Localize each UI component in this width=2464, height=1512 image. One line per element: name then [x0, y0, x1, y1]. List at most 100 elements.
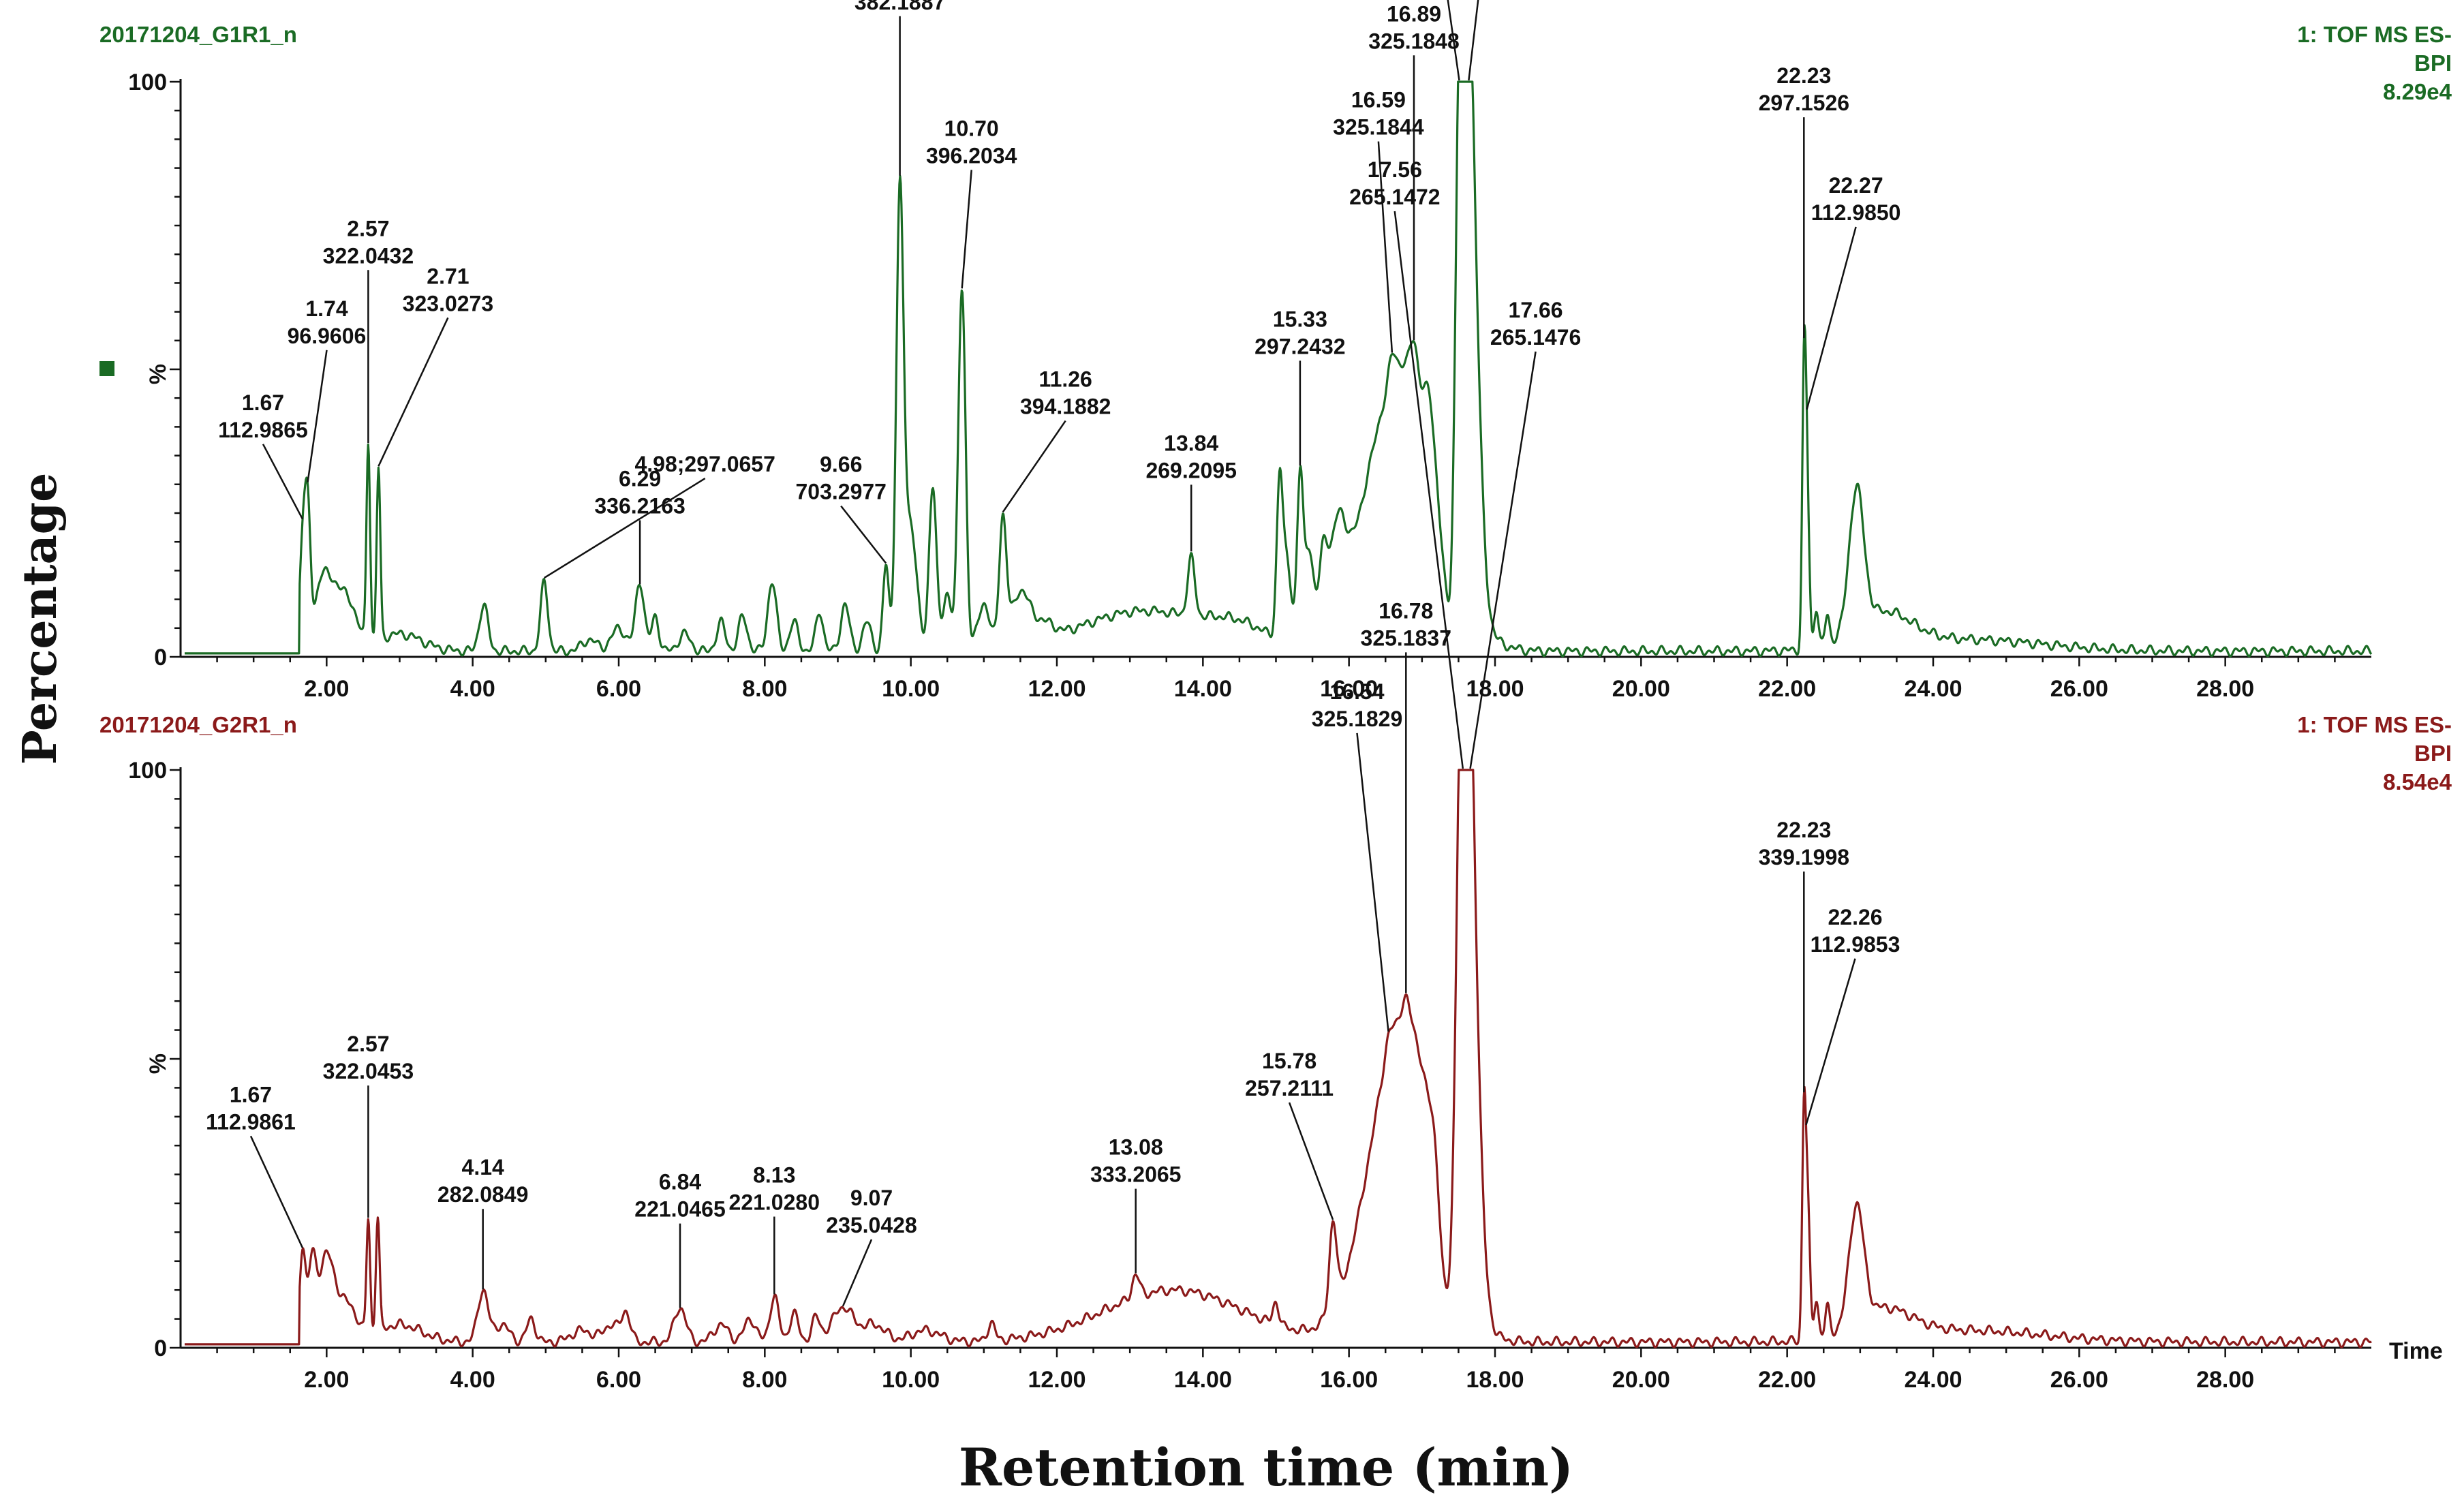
- detector-label-line1: 1: TOF MS ES-: [2297, 22, 2452, 47]
- peak-label: 16.78 325.1837: [1361, 598, 1451, 650]
- peak-label-line: 112.9850: [1811, 200, 1901, 225]
- x-tick-label: 16.00: [1320, 676, 1378, 702]
- peak-label-line: 325.1829: [1312, 707, 1402, 731]
- x-tick-label: 12.00: [1028, 1367, 1085, 1393]
- peak-label-line: 333.2065: [1090, 1162, 1181, 1187]
- peak-label-line: 16.54: [1329, 679, 1384, 704]
- peak-leader-line: [1806, 226, 1857, 410]
- peak-label: 15.33 297.2432: [1254, 307, 1345, 358]
- peak-label-line: 17.66: [1509, 298, 1563, 322]
- peak-label-line: 1.74: [305, 296, 348, 321]
- peak-label-line: 112.9861: [206, 1109, 296, 1134]
- time-axis-label: Time: [2389, 1338, 2443, 1364]
- chromatogram-trace: [184, 80, 2373, 658]
- peak-label-line: 4.14: [462, 1155, 504, 1179]
- x-tick-label: 20.00: [1612, 1367, 1670, 1393]
- y-percent-symbol: %: [145, 364, 171, 384]
- x-tick-label: 10.00: [882, 1367, 940, 1393]
- peak-label-line: 96.9606: [288, 324, 367, 348]
- x-tick-label: 20.00: [1612, 676, 1670, 702]
- x-axis-label: Retention time (min): [959, 1437, 1573, 1498]
- sample-name: 20171204_G2R1_n: [99, 712, 297, 737]
- peak-label-line: 11.26: [1039, 367, 1092, 392]
- peak-label-line: 325.1848: [1368, 29, 1459, 53]
- y-percent-symbol: %: [145, 1053, 171, 1074]
- peak-leader-line: [1377, 141, 1393, 353]
- x-tick-label: 18.00: [1466, 1367, 1524, 1393]
- peak-label-line: 339.1998: [1759, 845, 1849, 869]
- x-tick-label: 2.00: [304, 676, 349, 702]
- peak-label-line: 16.59: [1351, 88, 1406, 112]
- peak-label: 16.89 325.1848: [1368, 1, 1459, 53]
- peak-label: 16.59 325.1844: [1333, 88, 1424, 140]
- sample-name: 20171204_G1R1_n: [99, 22, 297, 47]
- peak-leader-line: [1002, 420, 1066, 513]
- x-tick-label: 22.00: [1758, 676, 1816, 702]
- x-tick-label: 24.00: [1904, 676, 1962, 702]
- x-tick-label: 2.00: [304, 1367, 349, 1393]
- peak-label-line: 394.1882: [1020, 395, 1111, 419]
- peak-label: 9.66 703.2977: [795, 452, 886, 504]
- detector-label-line2: BPI: [2414, 50, 2452, 76]
- x-tick-label: 12.00: [1028, 676, 1085, 702]
- peak-label-line: 10.70: [944, 116, 999, 140]
- peak-leader-line: [249, 1135, 304, 1248]
- x-tick-label: 6.00: [596, 676, 641, 702]
- x-tick-label: 16.00: [1320, 1367, 1378, 1393]
- peak-leader-line: [1393, 211, 1464, 769]
- peak-label: 6.29 336.2163: [594, 466, 685, 518]
- peak-label: 1.74 96.9606: [288, 296, 367, 348]
- peak-label-line: 22.27: [1829, 173, 1883, 198]
- peak-leader-line: [1288, 1102, 1334, 1220]
- chromatogram-panel-g2r1: 20171204_G2R1_n 1: TOF MS ES- BPI 8.54e4…: [99, 157, 2452, 1393]
- x-tick-label: 28.00: [2196, 676, 2254, 702]
- peak-label: 8.13 221.0280: [729, 1162, 820, 1214]
- max-intensity: 8.29e4: [2383, 79, 2452, 104]
- peak-leader-line: [1805, 958, 1856, 1126]
- peak-label-line: 112.9865: [218, 418, 308, 442]
- peak-label-line: 221.0280: [729, 1190, 820, 1214]
- x-tick-label: 26.00: [2050, 1367, 2108, 1393]
- peak-label: 9.85382.1887: [854, 0, 945, 14]
- peak-label: 9.07 235.0428: [826, 1186, 917, 1237]
- x-tick-label: 4.00: [450, 676, 495, 702]
- peak-label: 22.23 339.1998: [1759, 818, 1849, 869]
- peak-label-line: 16.78: [1379, 598, 1433, 623]
- peak-label-line: 22.23: [1776, 818, 1831, 842]
- y-axis-label: Percentage: [13, 473, 67, 765]
- peak-label: 16.54 325.1829: [1312, 679, 1402, 731]
- peak-label-line: 17.56: [1368, 157, 1422, 182]
- peak-leader-line: [840, 505, 887, 564]
- peak-label: 2.57 322.0432: [323, 216, 414, 268]
- x-tick-label: 22.00: [1758, 1367, 1816, 1393]
- peak-label-line: 221.0465: [634, 1197, 725, 1222]
- chromatogram-trace: [184, 769, 2372, 1348]
- x-tick-label: 6.00: [596, 1367, 641, 1393]
- peak-label-line: 297.2432: [1254, 334, 1345, 358]
- y-tick-label-100: 100: [128, 70, 167, 95]
- y-tick-label-100: 100: [128, 758, 167, 784]
- x-tick-label: 8.00: [742, 676, 787, 702]
- x-tick-label: 10.00: [882, 676, 940, 702]
- peak-label: 22.26 112.9853: [1811, 905, 1900, 957]
- peak-label: 4.14 282.0849: [437, 1155, 528, 1207]
- peak-label-line: 9.66: [820, 452, 862, 477]
- peak-label-line: 265.1472: [1349, 185, 1440, 209]
- peak-label-line: 336.2163: [594, 493, 685, 518]
- x-tick-label: 28.00: [2196, 1367, 2254, 1393]
- peak-leader-line: [961, 170, 972, 289]
- x-tick-label: 26.00: [2050, 676, 2108, 702]
- peak-label-line: 6.84: [659, 1170, 701, 1194]
- peak-label: 22.23 297.1526: [1759, 63, 1849, 115]
- peak-leader-line: [544, 478, 706, 579]
- peak-label-line: 322.0432: [323, 243, 414, 268]
- peak-label-line: 2.71: [427, 264, 469, 288]
- peak-leader-line: [842, 1239, 873, 1307]
- peak-label-line: 13.08: [1109, 1135, 1163, 1160]
- peak-label: 22.27 112.9850: [1811, 173, 1901, 225]
- chromatogram-panel-g1r1: 20171204_G1R1_n 1: TOF MS ES- BPI 8.29e4…: [99, 0, 2452, 702]
- peak-label-line: 16.89: [1387, 1, 1441, 26]
- peak-label-line: 265.1476: [1490, 325, 1581, 350]
- peak-label-line: 1.67: [230, 1082, 272, 1107]
